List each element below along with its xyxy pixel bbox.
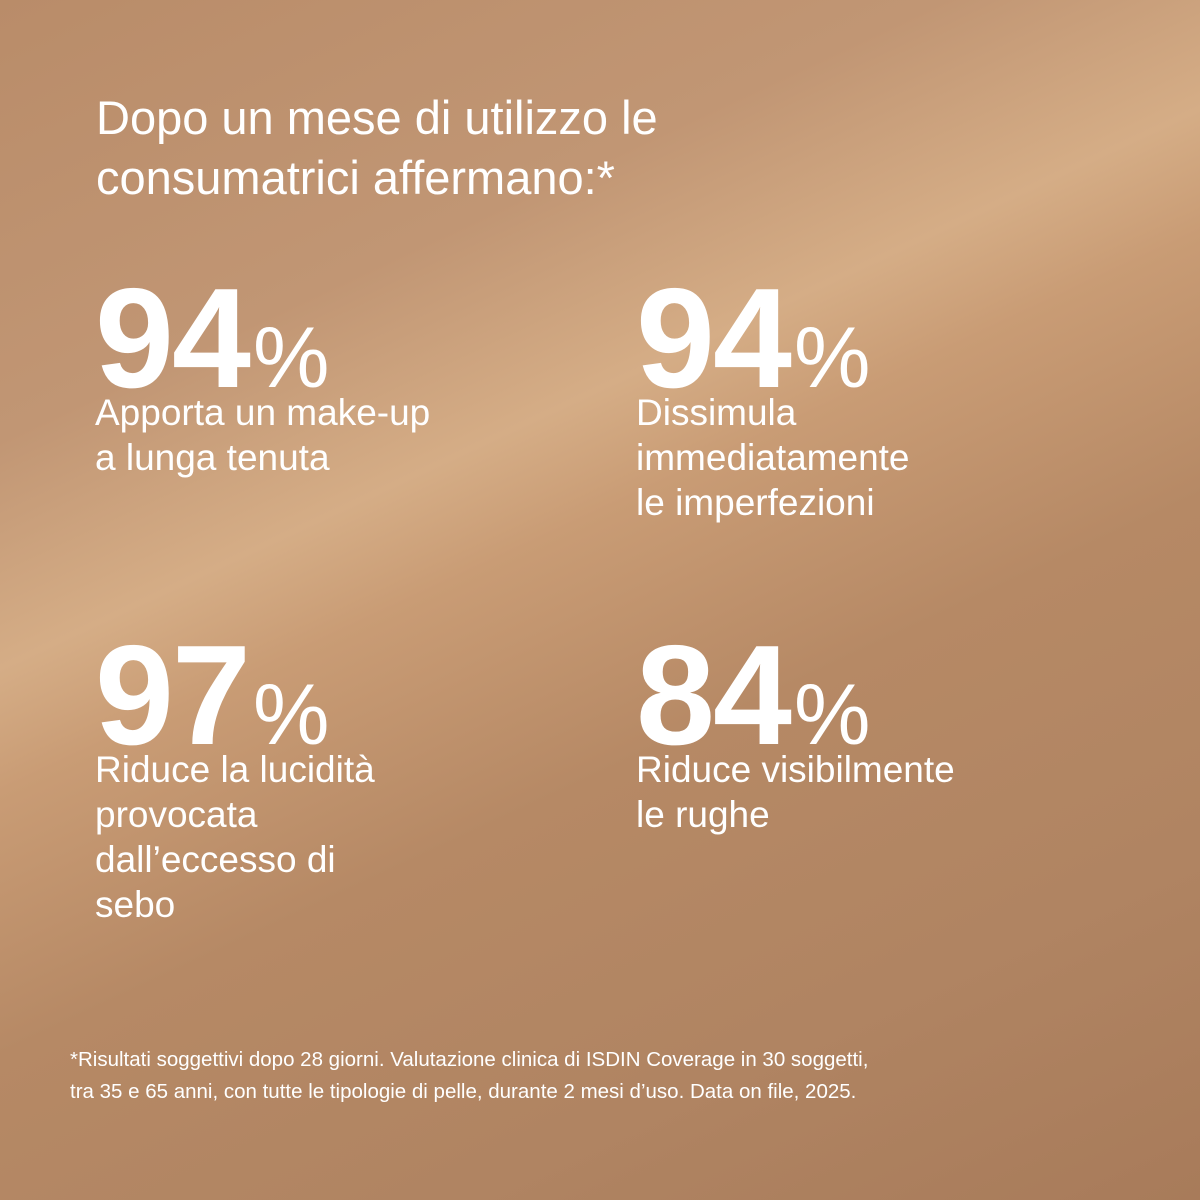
stat-number: 94 <box>636 259 792 418</box>
text-line: Riduce la lucidità <box>95 749 375 790</box>
stat-figure: 97% <box>95 625 555 767</box>
stat-description: Apporta un make-up a lunga tenuta <box>95 390 555 480</box>
heading: Dopo un mese di utilizzo le consumatrici … <box>96 88 658 208</box>
stat-description: Dissimula immediatamente le imperfezioni <box>636 390 1096 525</box>
stat-number: 84 <box>636 616 792 775</box>
text-line: sebo <box>95 884 176 925</box>
text-line: le imperfezioni <box>636 482 875 523</box>
text-line: dall’eccesso di <box>95 839 336 880</box>
stat: 84% Riduce visibilmente le rughe <box>636 625 1096 837</box>
stat-number: 94 <box>95 259 251 418</box>
text-line: consumatrici affermano:* <box>96 151 615 204</box>
text-line: le rughe <box>636 794 770 835</box>
stat-unit: % <box>793 667 871 763</box>
stat-figure: 94% <box>636 268 1096 410</box>
stat: 97% Riduce la lucidità provocata dall’ecces… <box>95 625 555 927</box>
text-line: tra 35 e 65 anni, con tutte le tipologie… <box>70 1080 857 1103</box>
footnote: *Risultati soggettivi dopo 28 giorni. Va… <box>70 1044 868 1108</box>
stat-unit: % <box>252 310 330 406</box>
stat-description: Riduce la lucidità provocata dall’eccesso … <box>95 747 555 927</box>
stat-unit: % <box>793 310 871 406</box>
stat-unit: % <box>252 667 330 763</box>
stat: 94% Dissimula immediatamente le imperfezion… <box>636 268 1096 525</box>
stat-figure: 84% <box>636 625 1096 767</box>
stat-number: 97 <box>95 616 251 775</box>
text-line: Riduce visibilmente <box>636 749 955 790</box>
text-line: *Risultati soggettivi dopo 28 giorni. Va… <box>70 1048 869 1071</box>
text-line: a lunga tenuta <box>95 437 330 478</box>
text-line: provocata <box>95 794 258 835</box>
text-line: immediatamente <box>636 437 910 478</box>
text-line: Dopo un mese di utilizzo le <box>96 91 658 144</box>
text-line: Dissimula <box>636 392 797 433</box>
stat: 94% Apporta un make-up a lunga tenuta <box>95 268 555 480</box>
stat-description: Riduce visibilmente le rughe <box>636 747 1096 837</box>
text-line: Apporta un make-up <box>95 392 431 433</box>
stat-figure: 94% <box>95 268 555 410</box>
